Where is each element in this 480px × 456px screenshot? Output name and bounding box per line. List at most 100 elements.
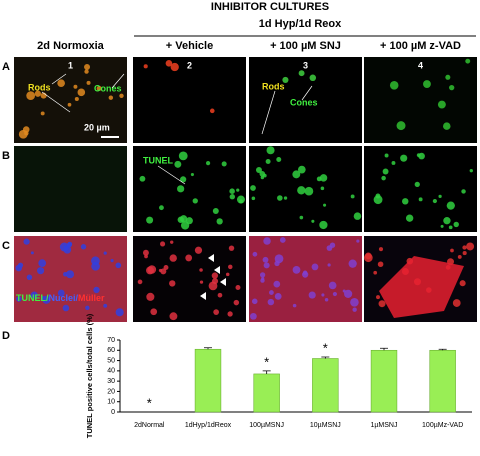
cell <box>298 70 305 77</box>
pointer <box>51 73 67 85</box>
row-letter: A <box>2 61 10 73</box>
cell <box>178 151 188 161</box>
cell <box>414 181 420 188</box>
micrograph <box>364 146 477 232</box>
cell <box>199 280 204 284</box>
cell <box>108 95 114 100</box>
cell <box>299 215 304 220</box>
micrograph <box>133 57 246 143</box>
cell <box>321 293 325 297</box>
cell <box>465 58 471 64</box>
cell <box>384 153 389 158</box>
micrograph <box>364 57 477 143</box>
cell <box>233 299 240 306</box>
cell <box>344 289 353 298</box>
cell <box>437 100 446 109</box>
cell <box>174 160 182 168</box>
cell <box>327 263 331 267</box>
cell <box>80 244 87 250</box>
cell <box>205 161 211 166</box>
cell <box>432 198 437 204</box>
cell <box>84 63 91 70</box>
error-bar <box>262 370 271 374</box>
cell <box>461 189 466 194</box>
cell <box>85 305 90 311</box>
cell <box>180 176 187 183</box>
cell <box>292 303 297 308</box>
stain-legend: TUNEL/Nuclei/Müller <box>16 293 105 303</box>
cell <box>227 311 233 317</box>
stain-name: Müller <box>78 293 105 303</box>
cell <box>37 267 45 275</box>
cell <box>177 185 185 193</box>
pointer <box>301 85 313 101</box>
cell <box>364 253 373 263</box>
cell <box>73 84 78 89</box>
cell <box>229 188 235 194</box>
significance-mark: * <box>323 340 328 355</box>
cell <box>147 265 157 274</box>
cell <box>251 196 256 201</box>
cell <box>194 246 203 254</box>
cell <box>62 304 70 312</box>
error-bar <box>204 347 212 350</box>
panel-number: 3 <box>303 60 308 70</box>
cell <box>277 195 283 201</box>
cell <box>302 271 309 278</box>
cell <box>190 172 194 177</box>
micrograph <box>249 236 362 322</box>
significance-mark: * <box>264 354 269 369</box>
cell <box>103 251 107 255</box>
error-bar <box>321 356 330 359</box>
cell <box>448 225 453 230</box>
cell <box>297 186 306 195</box>
arrowhead <box>214 266 220 274</box>
bar <box>370 349 398 413</box>
x-tick-label: 100µMSNJ <box>249 422 284 429</box>
cell <box>466 242 475 251</box>
cell <box>382 168 389 175</box>
cell <box>283 196 288 200</box>
arrowhead <box>200 292 206 300</box>
cell <box>261 277 265 281</box>
cell <box>86 80 91 85</box>
cell <box>350 194 355 199</box>
x-tick-label: 100µMz-VAD <box>422 422 463 429</box>
cell <box>160 241 166 247</box>
cell <box>211 272 219 279</box>
cell <box>165 59 173 67</box>
stain-name: TUNEL/ <box>16 293 49 303</box>
cell <box>93 286 100 294</box>
y-tick-label: 10 <box>107 399 115 406</box>
cell <box>103 303 108 308</box>
cell <box>440 224 444 228</box>
panel-number: 4 <box>418 60 423 70</box>
y-tick-label: 70 <box>107 337 115 344</box>
cell <box>57 289 65 297</box>
row-letter: C <box>2 240 10 252</box>
cell <box>250 312 257 320</box>
micrograph <box>14 57 127 143</box>
cell <box>38 259 47 267</box>
cell <box>449 84 455 91</box>
cell <box>377 261 384 268</box>
micrograph <box>249 57 362 143</box>
cell <box>469 168 473 173</box>
cell <box>96 85 102 91</box>
cell <box>376 295 380 300</box>
cell <box>276 157 282 162</box>
cell <box>91 262 100 271</box>
cell <box>229 194 235 200</box>
pointer <box>111 73 125 89</box>
cell <box>199 268 203 272</box>
image-label: Cones <box>94 83 122 93</box>
cell <box>221 161 227 167</box>
cell <box>462 245 467 250</box>
cell <box>30 291 38 299</box>
image-label: Cones <box>290 97 318 107</box>
cell <box>381 175 386 181</box>
cell <box>143 64 148 69</box>
cell <box>177 216 185 223</box>
cell <box>263 237 271 245</box>
cell <box>352 307 357 312</box>
